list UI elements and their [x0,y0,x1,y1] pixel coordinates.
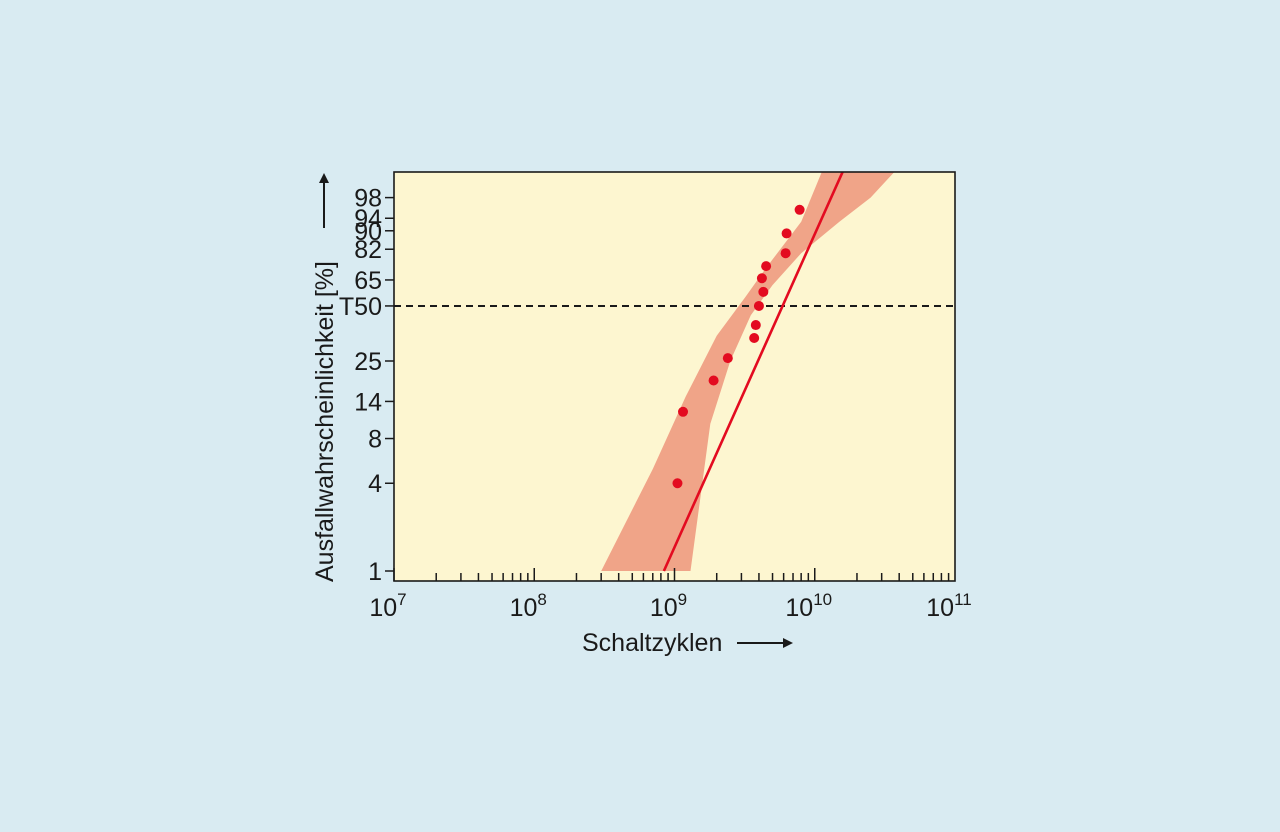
data-point [756,273,767,284]
y-tick-label: 82 [354,236,382,264]
y-tick-label: 94 [354,205,382,233]
y-tick-label: 14 [354,388,382,416]
data-points [672,204,805,489]
x-tick-label: 107 [369,590,406,622]
y-tick-label: T50 [339,293,382,321]
data-point [794,204,805,215]
data-point [749,332,760,343]
x-tick-label: 1010 [785,590,832,622]
y-tick-label: 98 [354,185,382,213]
y-tick-label: 1 [368,558,382,586]
y-tick-label: 90 [354,218,382,246]
x-axis-title: Schaltzyklen [582,629,722,657]
y-tick-label: 25 [354,348,382,376]
data-point [758,286,769,297]
data-point [722,353,733,364]
x-axis-tick-labels: 107 108 109 1010 1011 [369,590,971,622]
x-tick-label: 108 [510,590,547,622]
y-tick-label: 4 [368,470,382,498]
x-tick-label: 1011 [926,590,971,622]
weibull-fit-line [662,172,845,572]
x-tick-label: 109 [650,590,687,622]
data-point [678,406,689,417]
data-point [781,228,792,239]
confidence-band [601,172,895,571]
data-point [708,375,719,386]
x-axis-ticks [393,568,950,581]
y-tick-label: 65 [354,267,382,295]
data-point [780,248,791,259]
data-point [672,478,683,489]
data-point [753,300,764,311]
data-point [750,320,761,331]
data-point [761,261,772,272]
y-axis-title: Ausfallwahrscheinlichkeit [%] [311,261,339,582]
y-tick-label: 8 [368,426,382,454]
y-axis-ticks [385,196,394,572]
